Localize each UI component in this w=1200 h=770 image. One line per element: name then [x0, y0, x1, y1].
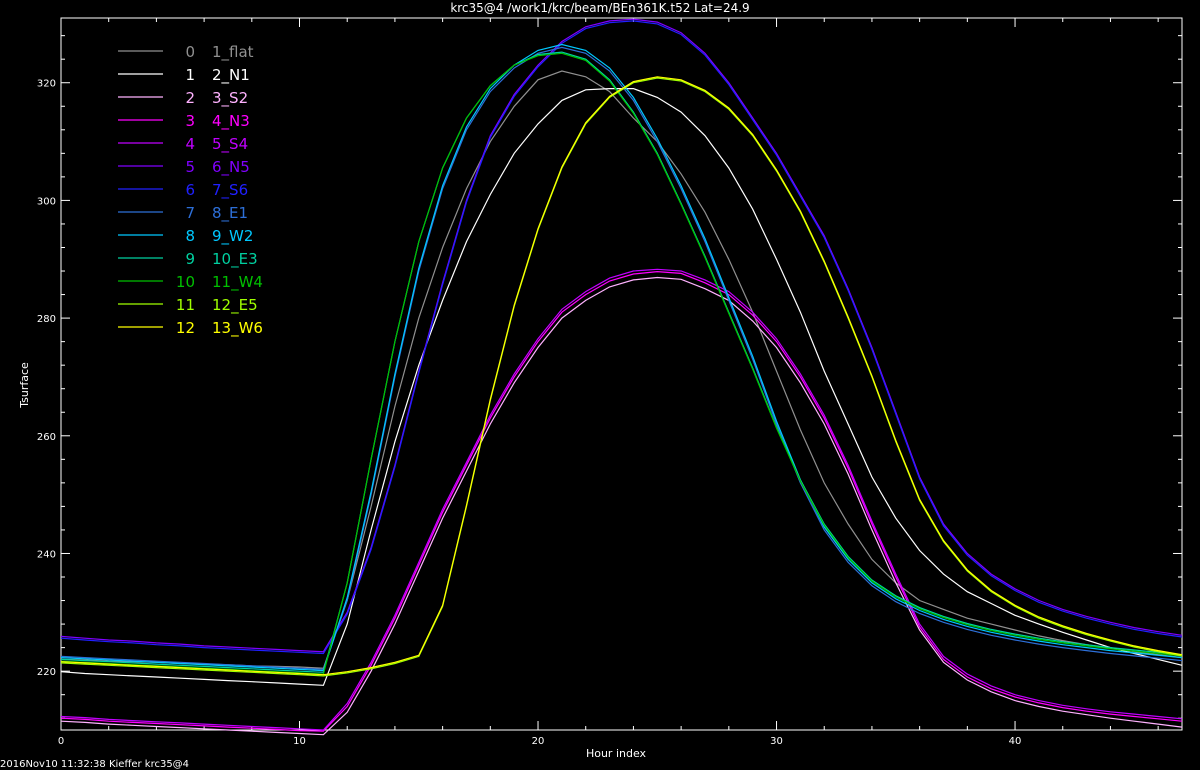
- series-line-12_e5: [60, 77, 1183, 677]
- x-tick-label: 0: [58, 736, 64, 747]
- legend-label: 6_N5: [212, 158, 250, 177]
- x-tick-label: 10: [293, 736, 306, 747]
- legend-label: 4_N3: [212, 112, 250, 131]
- legend-index: 5: [185, 158, 195, 176]
- legend-index: 11: [176, 296, 195, 314]
- legend-index: 1: [185, 66, 195, 84]
- series-line-3_s2: [60, 276, 1183, 736]
- series-layer: [60, 18, 1183, 736]
- legend-label: 13_W6: [212, 319, 263, 338]
- series-line-4_n3: [60, 270, 1183, 732]
- legend-index: 6: [185, 181, 195, 199]
- plot-frame: [60, 17, 1183, 731]
- y-tick-label: 220: [37, 667, 56, 678]
- series-line-7_s6: [60, 20, 1183, 655]
- legend-index: 2: [185, 89, 195, 107]
- x-tick-label: 30: [770, 736, 783, 747]
- series-line-5_s4: [60, 268, 1183, 731]
- legend-index: 3: [185, 112, 195, 130]
- series-line-10_e3: [60, 51, 1183, 673]
- legend-label: 5_S4: [212, 135, 248, 154]
- legend-label: 2_N1: [212, 66, 250, 85]
- legend-label: 9_W2: [212, 227, 253, 246]
- y-tick-label: 280: [37, 314, 56, 325]
- legend-index: 8: [185, 227, 195, 245]
- legend-label: 1_flat: [212, 43, 254, 62]
- y-tick-label: 320: [37, 79, 56, 90]
- legend-index: 10: [176, 273, 195, 291]
- series-line-8_e1: [60, 46, 1183, 671]
- legend-label: 7_S6: [212, 181, 248, 200]
- legend-label: 3_S2: [212, 89, 248, 108]
- legend-label: 12_E5: [212, 296, 258, 315]
- y-tick-label: 300: [37, 196, 56, 207]
- legend-index: 4: [185, 135, 195, 153]
- x-tick-label: 40: [1009, 736, 1022, 747]
- legend-index: 0: [185, 43, 195, 61]
- legend-label: 8_E1: [212, 204, 248, 223]
- series-line-13_w6: [60, 76, 1183, 676]
- y-tick-label: 260: [37, 432, 56, 443]
- legend-index: 12: [176, 319, 195, 337]
- series-line-9_w2: [60, 43, 1183, 672]
- x-tick-label: 20: [532, 736, 545, 747]
- chart-title: krc35@4 /work1/krc/beam/BEn361K.t52 Lat=…: [450, 1, 750, 15]
- series-line-6_n5: [60, 18, 1183, 653]
- series-line-2_n1: [60, 87, 1183, 686]
- y-axis-label: Tsurface: [18, 362, 31, 409]
- footer-timestamp: 2016Nov10 11:32:38 Kieffer krc35@4: [0, 759, 190, 770]
- legend-label: 11_W4: [212, 273, 263, 292]
- legend-index: 9: [185, 250, 195, 268]
- legend-label: 10_E3: [212, 250, 258, 269]
- x-axis-label: Hour index: [586, 747, 647, 760]
- legend: 0 1_flat 1 2_N1 2 3_S2 3 4_N3 4 5_S4 5 6_N5 6 7_S6 7 8_…: [118, 43, 263, 338]
- y-tick-label: 240: [37, 549, 56, 560]
- legend-index: 7: [185, 204, 195, 222]
